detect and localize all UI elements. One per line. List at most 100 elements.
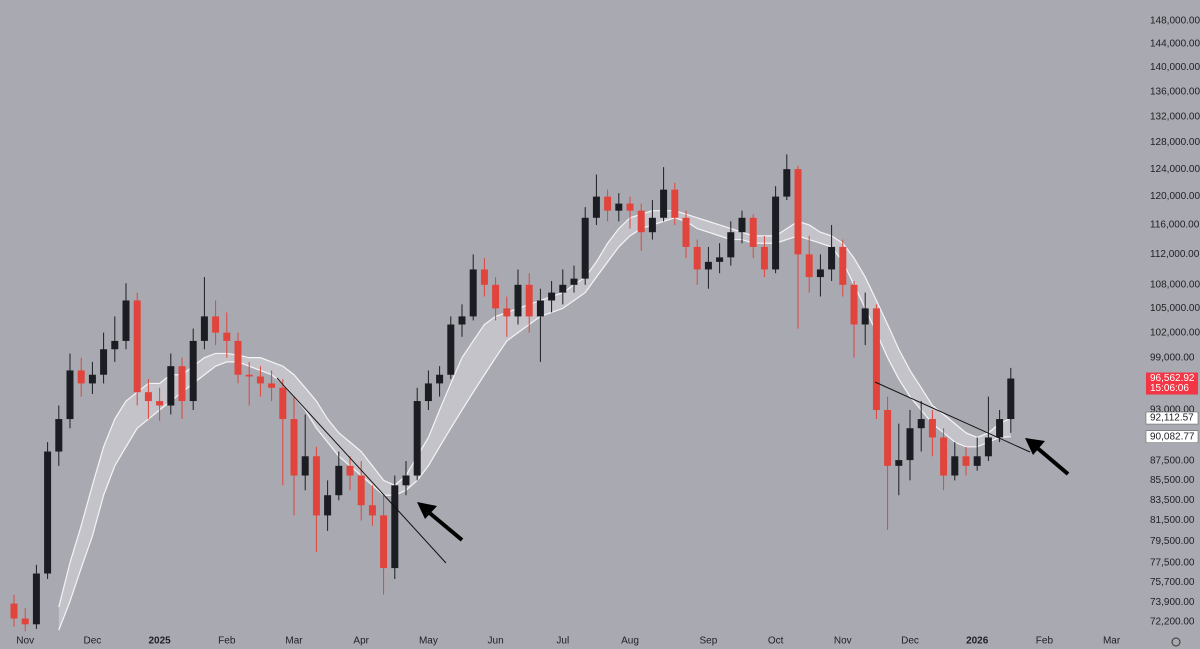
candle-body <box>850 284 858 325</box>
y-tick-label: 87,500.00 <box>1150 456 1195 467</box>
candle-body <box>480 269 488 285</box>
x-tick-label: Dec <box>901 636 919 647</box>
x-tick-label: May <box>419 636 438 647</box>
y-tick-label: 83,500.00 <box>1150 495 1195 506</box>
candle-body <box>671 189 679 218</box>
candle-body <box>368 505 376 516</box>
candle-body <box>906 428 914 461</box>
candle-body <box>66 370 74 420</box>
y-tick-label: 93,000.00 <box>1150 405 1195 416</box>
candle-body <box>189 340 197 402</box>
candle-body <box>111 340 119 350</box>
candle-body <box>223 332 231 341</box>
x-tick-label: Feb <box>218 636 236 647</box>
candle-body <box>200 316 208 341</box>
candle-body <box>648 217 656 233</box>
candle-body <box>536 300 544 317</box>
y-tick-label: 79,500.00 <box>1150 536 1195 547</box>
arrow <box>417 502 464 542</box>
trend-line <box>276 377 447 564</box>
trend-line <box>874 381 1031 453</box>
candle-body <box>514 284 522 317</box>
y-tick-label: 116,000.00 <box>1150 220 1200 231</box>
candle-body <box>816 269 824 278</box>
candle-body <box>402 475 410 486</box>
band-lower <box>58 217 1011 631</box>
candle-body <box>895 460 903 466</box>
settings-icon[interactable] <box>1171 637 1181 647</box>
candle-body <box>682 217 690 247</box>
candle-body <box>424 383 432 402</box>
candle-body <box>872 308 880 411</box>
price-label-box <box>1146 372 1198 395</box>
price-label: 92,112.57 <box>1150 413 1194 424</box>
y-tick-label: 112,000.00 <box>1150 249 1200 260</box>
candle-body <box>335 465 343 496</box>
price-label: 90,082.77 <box>1150 431 1195 442</box>
candle-body <box>1007 378 1015 420</box>
candle-body <box>738 217 746 233</box>
y-tick-label: 81,500.00 <box>1150 515 1195 526</box>
candle-body <box>727 232 735 258</box>
candle-body <box>144 392 152 402</box>
y-tick-label: 128,000.00 <box>1150 137 1200 148</box>
candle-body <box>32 573 40 625</box>
candle-body <box>772 196 780 270</box>
x-tick-label: Jun <box>488 636 504 647</box>
candle-body <box>940 437 948 476</box>
x-tick-label: Jul <box>556 636 569 647</box>
candle-body <box>492 284 500 309</box>
candle-body <box>88 374 96 384</box>
candle-body <box>973 456 981 466</box>
y-tick-label: 124,000.00 <box>1150 164 1200 175</box>
x-tick-label: Sep <box>700 636 718 647</box>
candle-body <box>346 465 354 476</box>
candle-body <box>570 278 578 285</box>
y-tick-label: 99,000.00 <box>1150 352 1195 363</box>
candle-body <box>794 169 802 255</box>
y-tick-label: 77,500.00 <box>1150 557 1195 568</box>
candle-body <box>660 189 668 218</box>
candle-body <box>996 419 1004 438</box>
candle-body <box>156 401 164 406</box>
price-label-box <box>1145 430 1199 443</box>
candle-body <box>984 437 992 457</box>
x-tick-label: Mar <box>285 636 303 647</box>
candle-body <box>828 246 836 270</box>
candle-body <box>615 203 623 211</box>
x-tick-label: Oct <box>768 636 784 647</box>
candle-body <box>413 401 421 476</box>
candle-body <box>884 410 892 466</box>
candle-body <box>178 366 186 402</box>
y-tick-label: 73,900.00 <box>1150 597 1195 608</box>
y-tick-label: 85,500.00 <box>1150 475 1195 486</box>
y-tick-label: 75,700.00 <box>1150 577 1195 588</box>
candle-body <box>245 374 253 377</box>
candle-body <box>592 196 600 218</box>
y-tick-label: 144,000.00 <box>1150 39 1200 50</box>
candle-body <box>279 387 287 420</box>
y-tick-label: 108,000.00 <box>1150 279 1200 290</box>
y-tick-label: 120,000.00 <box>1150 191 1200 202</box>
x-tick-label: 2025 <box>148 636 171 647</box>
y-tick-label: 105,000.00 <box>1150 303 1200 314</box>
y-tick-label: 132,000.00 <box>1150 111 1200 122</box>
band-fill <box>58 210 1011 631</box>
candle-body <box>559 284 567 293</box>
x-tick-label: Apr <box>353 636 369 647</box>
x-tick-label: Nov <box>16 636 34 647</box>
candle-body <box>951 456 959 476</box>
candle-body <box>928 419 936 438</box>
candle-body <box>917 419 925 429</box>
candle-body <box>167 366 175 406</box>
x-tick-label: Dec <box>84 636 102 647</box>
arrow <box>1025 438 1070 476</box>
candle-body <box>704 261 712 270</box>
annotations <box>276 377 1070 564</box>
candle-body <box>436 374 444 384</box>
price-label: 96,562.92 <box>1150 373 1195 384</box>
candle-body <box>100 349 108 375</box>
candle-body <box>21 618 29 625</box>
candle-body <box>55 419 63 452</box>
